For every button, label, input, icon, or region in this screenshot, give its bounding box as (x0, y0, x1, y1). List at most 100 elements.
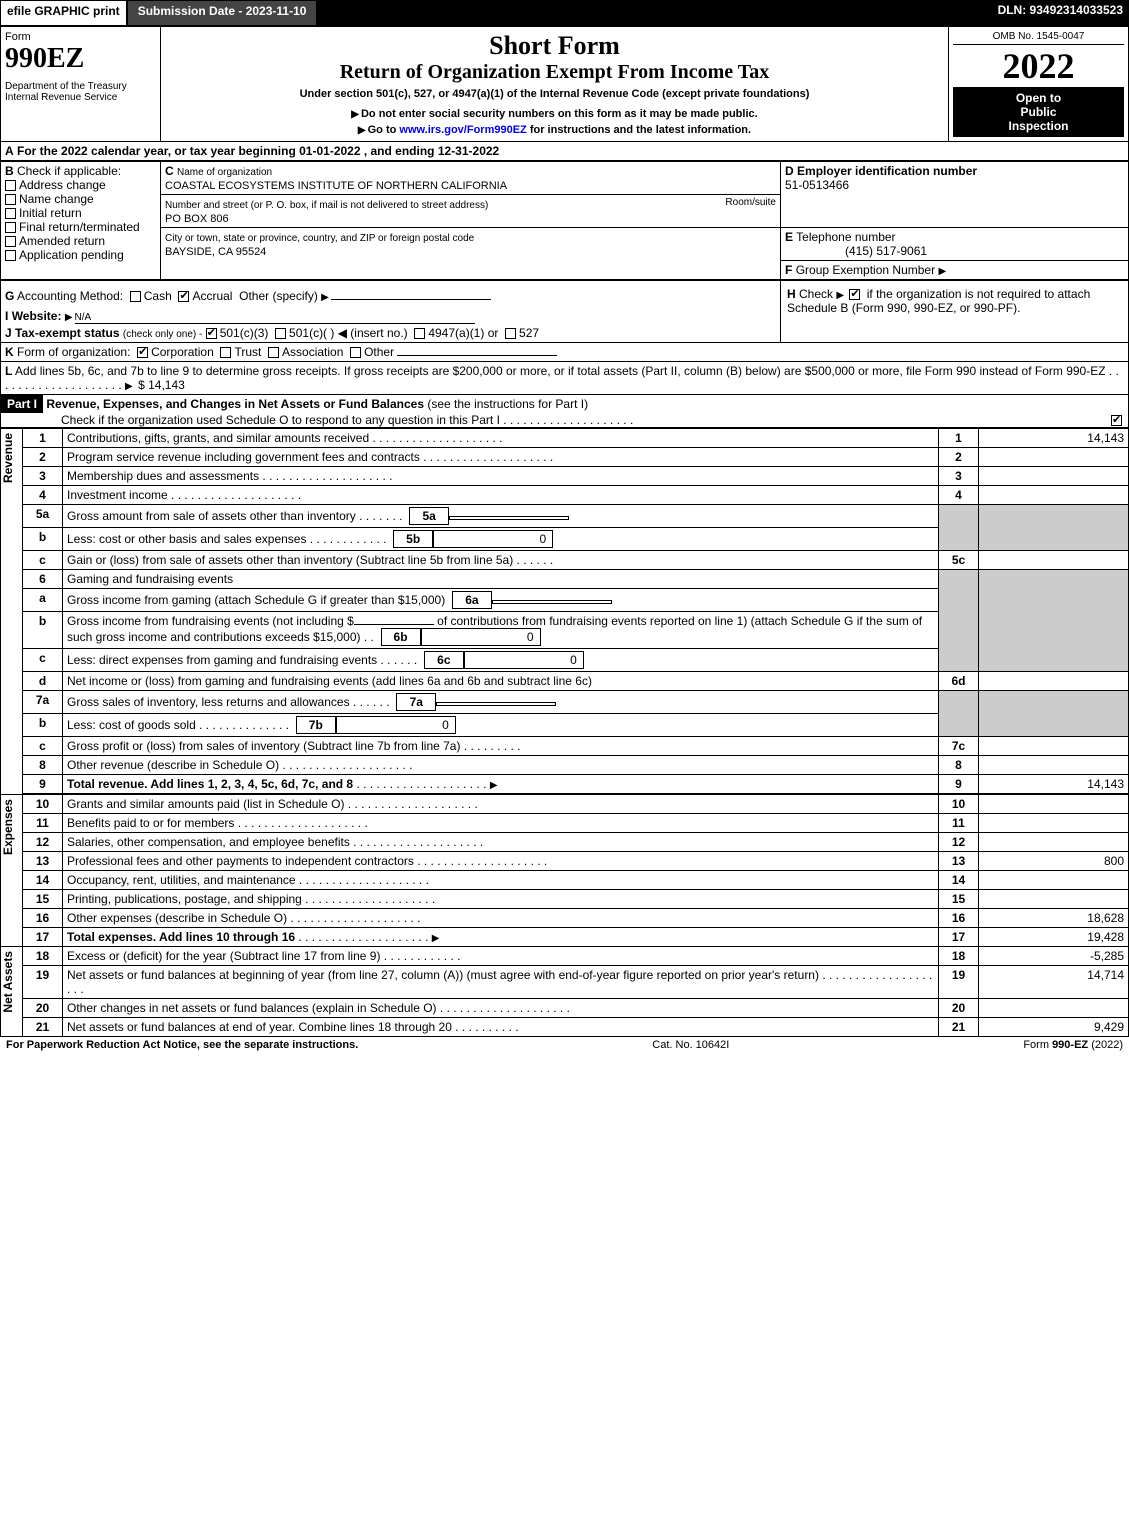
city-value: BAYSIDE, CA 95524 (165, 246, 266, 258)
schedule-o-checkbox[interactable] (1111, 415, 1122, 426)
527-checkbox[interactable] (505, 328, 516, 339)
arrow-icon (321, 289, 331, 303)
trust-checkbox[interactable] (220, 347, 231, 358)
irs-link[interactable]: www.irs.gov/Form990EZ (399, 124, 526, 136)
website-label: Website: (12, 309, 62, 323)
line-17-text: Total expenses. Add lines 10 through 16 (67, 930, 295, 944)
phone-label: Telephone number (796, 230, 895, 244)
line-7b-subval: 0 (336, 716, 456, 734)
form-ref: Form 990-EZ (2022) (1023, 1039, 1123, 1051)
line-12-text: Salaries, other compensation, and employ… (67, 835, 350, 849)
line-10-amount (979, 795, 1129, 814)
inspect-line3: Inspection (957, 119, 1120, 133)
trust-label: Trust (234, 345, 261, 359)
line-16-text: Other expenses (describe in Schedule O) (67, 911, 287, 925)
corporation-label: Corporation (151, 345, 214, 359)
line-20-text: Other changes in net assets or fund bala… (67, 1001, 437, 1015)
line-5a-subval (449, 516, 569, 520)
room-label: Room/suite (725, 197, 776, 208)
line-6d-text: Net income or (loss) from gaming and fun… (67, 674, 592, 688)
address-value: PO BOX 806 (165, 213, 229, 225)
4947-checkbox[interactable] (414, 328, 425, 339)
cat-no: Cat. No. 10642I (652, 1039, 729, 1051)
line-6d-amount (979, 672, 1129, 691)
line-3-text: Membership dues and assessments (67, 469, 259, 483)
line-6b-subval: 0 (421, 628, 541, 646)
line-11-amount (979, 814, 1129, 833)
insert-no-label: (insert no.) (350, 326, 407, 340)
line-5b-subval: 0 (433, 530, 553, 548)
other-org-checkbox[interactable] (350, 347, 361, 358)
name-change-checkbox[interactable] (5, 194, 16, 205)
other-org-label: Other (364, 345, 394, 359)
line-6a-sub: 6a (452, 591, 492, 609)
line-7c-amount (979, 737, 1129, 756)
part1-label: Part I (1, 395, 43, 413)
line-5c-text: Gain or (loss) from sale of assets other… (67, 553, 513, 567)
tax-exempt-label: Tax-exempt status (15, 326, 119, 340)
final-return-checkbox[interactable] (5, 222, 16, 233)
other-method-label: Other (specify) (239, 289, 318, 303)
line-4-amount (979, 486, 1129, 505)
arrow-icon (358, 124, 368, 136)
arrow-icon (65, 309, 75, 323)
501c-label: 501(c)( ) (289, 326, 334, 340)
cash-checkbox[interactable] (130, 291, 141, 302)
gross-receipts-amount: $ 14,143 (138, 378, 185, 392)
accrual-checkbox[interactable] (178, 291, 189, 302)
main-title: Return of Organization Exempt From Incom… (165, 61, 944, 84)
501c3-checkbox[interactable] (206, 328, 217, 339)
submission-date: Submission Date - 2023-11-10 (127, 0, 318, 26)
website-value: N/A (75, 312, 475, 324)
dln-label: DLN: 93492314033523 (992, 0, 1129, 26)
line-14-text: Occupancy, rent, utilities, and maintena… (67, 873, 296, 887)
application-pending-checkbox[interactable] (5, 250, 16, 261)
part1-note: (see the instructions for Part I) (427, 397, 588, 411)
address-change-label: Address change (19, 178, 106, 192)
org-name-label: Name of organization (177, 167, 272, 178)
schedule-b-text: if the organization is not required to a… (787, 287, 1090, 315)
amended-return-checkbox[interactable] (5, 236, 16, 247)
inspect-line1: Open to (957, 91, 1120, 105)
accounting-method-label: Accounting Method: (17, 289, 123, 303)
application-pending-label: Application pending (19, 248, 124, 262)
501c3-label: 501(c)(3) (220, 326, 269, 340)
line-19-amount: 14,714 (979, 966, 1129, 999)
527-label: 527 (519, 326, 539, 340)
ein-value: 51-0513466 (785, 178, 849, 192)
corporation-checkbox[interactable] (137, 347, 148, 358)
inspection-box: Open to Public Inspection (953, 87, 1124, 137)
association-checkbox[interactable] (268, 347, 279, 358)
line-5a-text: Gross amount from sale of assets other t… (67, 509, 356, 523)
dept-label: Department of the Treasury (5, 81, 156, 92)
paperwork-notice: For Paperwork Reduction Act Notice, see … (6, 1039, 358, 1051)
schedule-b-checkbox[interactable] (849, 289, 860, 300)
line-7a-sub: 7a (396, 693, 436, 711)
501c-checkbox[interactable] (275, 328, 286, 339)
accrual-label: Accrual (192, 289, 232, 303)
efile-print-label[interactable]: efile GRAPHIC print (0, 0, 127, 26)
address-change-checkbox[interactable] (5, 180, 16, 191)
section-a: A For the 2022 calendar year, or tax yea… (0, 142, 1129, 161)
initial-return-checkbox[interactable] (5, 208, 16, 219)
line-6a-text: Gross income from gaming (attach Schedul… (67, 593, 445, 607)
initial-return-label: Initial return (19, 206, 82, 220)
arrow-icon (938, 263, 948, 277)
short-form-title: Short Form (165, 31, 944, 61)
tax-year: 2022 (953, 45, 1124, 87)
line-18-text: Excess or (deficit) for the year (Subtra… (67, 949, 380, 963)
arrow-icon (125, 378, 135, 392)
4947-label: 4947(a)(1) or (428, 326, 498, 340)
line-8-amount (979, 756, 1129, 775)
ein-label: Employer identification number (797, 164, 977, 178)
amended-return-label: Amended return (19, 234, 105, 248)
under-section: Under section 501(c), 527, or 4947(a)(1)… (165, 88, 944, 100)
line-7c-text: Gross profit or (loss) from sales of inv… (67, 739, 460, 753)
line-7b-text: Less: cost of goods sold (67, 718, 196, 732)
check-applicable-label: Check if applicable: (17, 164, 121, 178)
line-14-amount (979, 871, 1129, 890)
form-of-org-label: Form of organization: (17, 345, 130, 359)
line-9-amount: 14,143 (979, 775, 1129, 794)
line-6a-subval (492, 600, 612, 604)
line-1-text: Contributions, gifts, grants, and simila… (67, 431, 369, 445)
